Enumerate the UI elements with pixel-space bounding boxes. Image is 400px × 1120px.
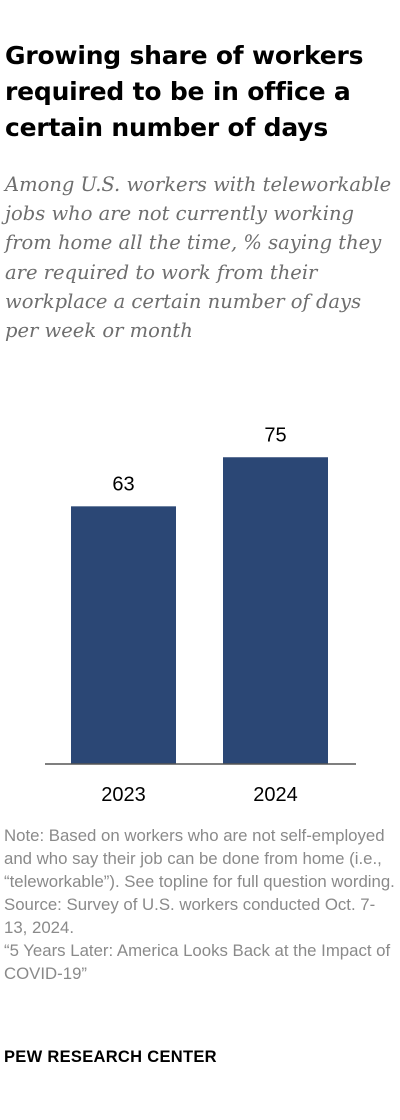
bar-2023 [71,506,176,764]
bar-chart: 63 2023 75 2024 [45,424,356,806]
bar-2024 [223,457,328,764]
source-text: Source: Survey of U.S. workers conducted… [4,895,376,937]
value-label-2023: 63 [112,473,134,495]
category-label-2024: 2024 [253,784,298,806]
notes-block: Note: Based on workers who are not self-… [4,824,396,985]
value-label-2024: 75 [264,424,286,446]
chart-title: Growing share of workers required to be … [5,41,364,142]
labels-group: 63 2023 75 2024 [101,424,298,806]
chart-subtitle: Among U.S. workers with teleworkable job… [5,173,392,343]
report-link[interactable]: “5 Years Later: America Looks Back at th… [4,941,391,983]
note-text: Note: Based on workers who are not self-… [4,826,395,891]
bars-group [71,457,328,764]
category-label-2023: 2023 [101,784,146,806]
pew-research-logo: PEW RESEARCH CENTER [4,1048,217,1066]
